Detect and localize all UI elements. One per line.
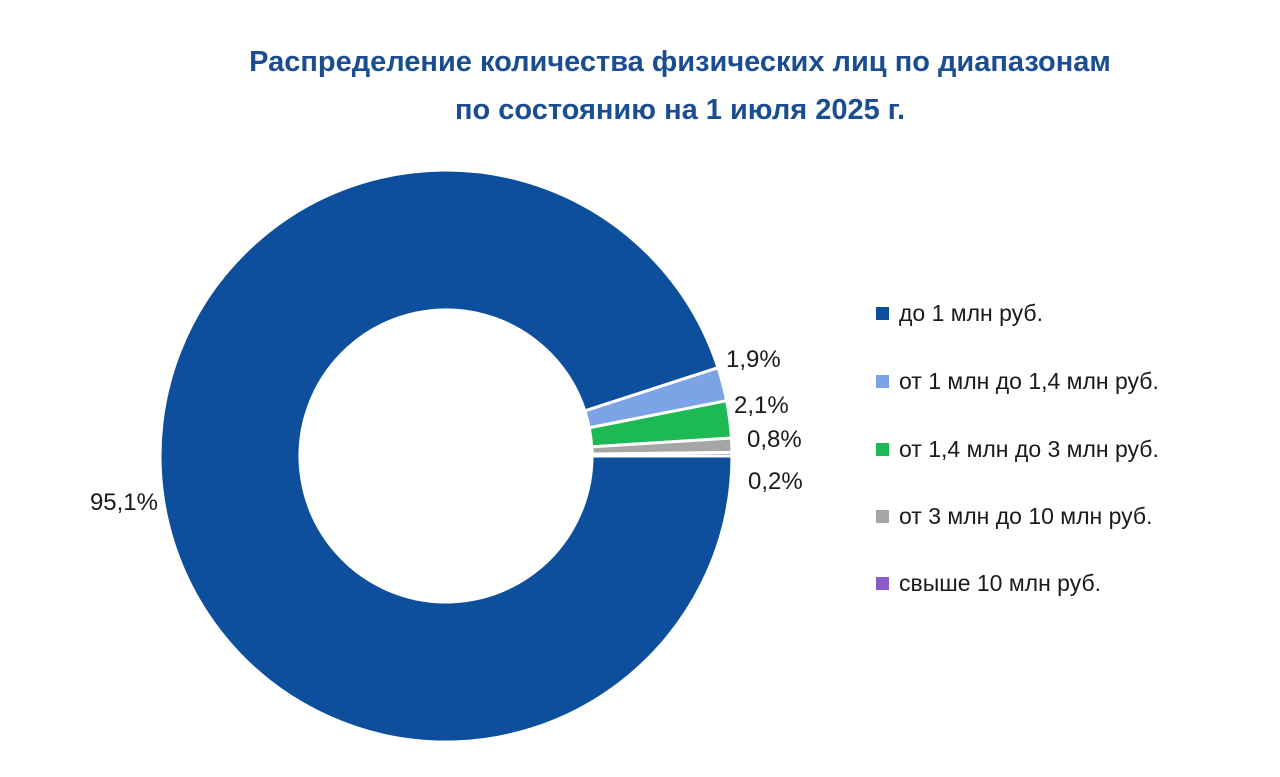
legend-item: до 1 млн руб. [876,300,1043,327]
chart-title: Распределение количества физических лиц … [249,46,1111,78]
slice-value-label: 1,9% [726,346,781,373]
legend-label: от 1,4 млн до 3 млн руб. [899,436,1159,462]
legend-item: от 1,4 млн до 3 млн руб. [876,436,1159,463]
slice-value-label: 95,1% [90,489,158,516]
legend-label: до 1 млн руб. [899,300,1043,326]
legend-swatch [876,375,889,388]
legend-label: от 1 млн до 1,4 млн руб. [899,368,1159,394]
legend-label: свыше 10 млн руб. [899,570,1102,596]
chart-subtitle: по состоянию на 1 июля 2025 г. [454,94,906,126]
legend-swatch [876,577,889,590]
legend-swatch [876,307,889,320]
chart-title-block: Распределение количества физических лиц … [0,38,1280,134]
legend-item: свыше 10 млн руб. [876,570,1101,597]
slice-value-label: 2,1% [734,392,789,419]
legend-item: от 1 млн до 1,4 млн руб. [876,368,1159,395]
legend-swatch [876,443,889,456]
legend-label: от 3 млн до 10 млн руб. [899,503,1153,529]
donut-slice [158,168,734,744]
slice-value-label: 0,8% [747,426,802,453]
legend-item: от 3 млн до 10 млн руб. [876,503,1152,530]
donut-slice [590,450,734,458]
legend-swatch [876,510,889,523]
slice-value-label: 0,2% [748,468,803,495]
